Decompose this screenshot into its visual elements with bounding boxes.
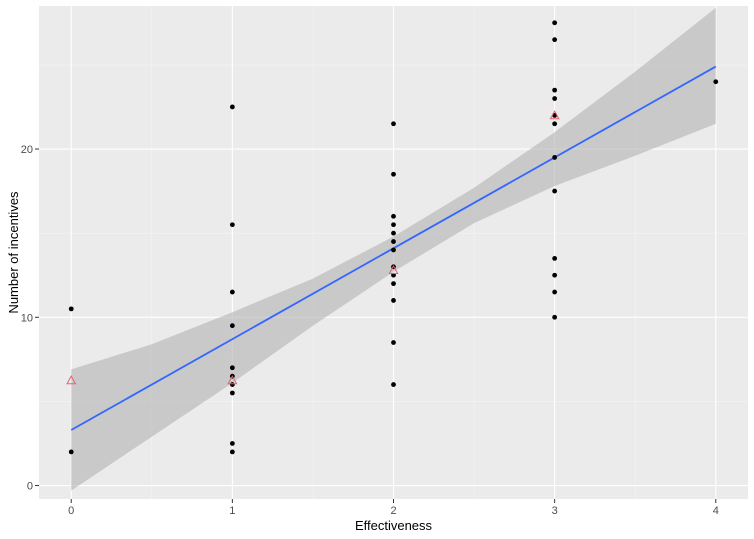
data-point <box>391 382 396 387</box>
data-point <box>229 382 235 387</box>
x-axis-ticks: 0 1 2 3 4 <box>68 499 719 517</box>
data-point <box>229 323 235 329</box>
data-point <box>391 247 396 253</box>
data-point <box>552 255 558 261</box>
x-tick-label: 4 <box>713 505 719 517</box>
data-point <box>552 96 558 101</box>
y-tick-label: 10 <box>21 312 33 324</box>
data-point <box>552 272 558 278</box>
y-tick-label: 20 <box>21 144 33 156</box>
data-point <box>391 121 396 127</box>
data-point <box>552 20 558 26</box>
data-point <box>68 306 74 312</box>
data-point <box>229 449 235 455</box>
y-tick-label: 0 <box>27 481 33 493</box>
data-point <box>391 230 396 236</box>
mean-marker <box>66 375 77 385</box>
data-point <box>391 340 396 345</box>
x-tick-label: 3 <box>552 505 558 517</box>
data-point <box>391 213 396 219</box>
data-point <box>552 37 558 43</box>
data-point <box>229 222 235 228</box>
data-point <box>229 390 235 396</box>
data-point <box>713 79 719 85</box>
data-points <box>68 20 719 455</box>
data-point <box>391 281 396 287</box>
y-axis-title: Number of incentives <box>6 191 21 314</box>
data-point <box>229 441 235 446</box>
mean-marker <box>227 375 238 385</box>
data-point <box>552 289 558 295</box>
data-point <box>391 239 396 244</box>
data-point <box>229 365 235 371</box>
x-tick-label: 1 <box>229 505 235 517</box>
data-point <box>552 87 558 93</box>
data-point <box>68 449 74 455</box>
data-point <box>229 289 235 295</box>
data-point <box>391 298 396 303</box>
x-tick-label: 2 <box>390 505 396 517</box>
mean-marker <box>388 264 399 275</box>
data-point <box>552 155 558 160</box>
data-point <box>229 104 235 110</box>
x-tick-label: 0 <box>68 505 74 517</box>
data-point <box>552 121 558 127</box>
data-point <box>391 222 396 228</box>
x-axis-title: Effectiveness <box>355 518 433 533</box>
mean-markers <box>66 110 560 385</box>
mean-marker <box>549 110 560 120</box>
data-point <box>391 171 396 177</box>
data-point <box>552 188 558 194</box>
y-axis-ticks: 0 10 20 <box>21 144 39 493</box>
data-point <box>552 314 558 320</box>
